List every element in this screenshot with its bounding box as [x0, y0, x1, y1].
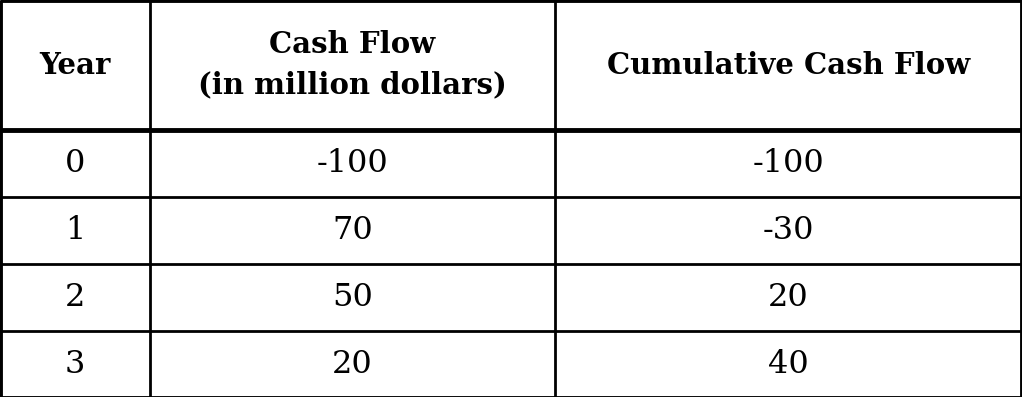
- Text: 0: 0: [64, 148, 85, 179]
- Text: 70: 70: [332, 215, 373, 246]
- Text: Cumulative Cash Flow: Cumulative Cash Flow: [607, 50, 970, 79]
- Text: -100: -100: [752, 148, 825, 179]
- Text: 50: 50: [332, 282, 373, 313]
- Text: -30: -30: [762, 215, 815, 246]
- Text: Cash Flow
(in million dollars): Cash Flow (in million dollars): [198, 30, 507, 100]
- Text: 3: 3: [64, 349, 85, 380]
- Text: 20: 20: [769, 282, 808, 313]
- Text: Year: Year: [39, 50, 110, 79]
- Text: 1: 1: [64, 215, 85, 246]
- Text: 40: 40: [769, 349, 808, 380]
- Text: -100: -100: [317, 148, 388, 179]
- Text: 20: 20: [332, 349, 373, 380]
- Text: 2: 2: [64, 282, 85, 313]
